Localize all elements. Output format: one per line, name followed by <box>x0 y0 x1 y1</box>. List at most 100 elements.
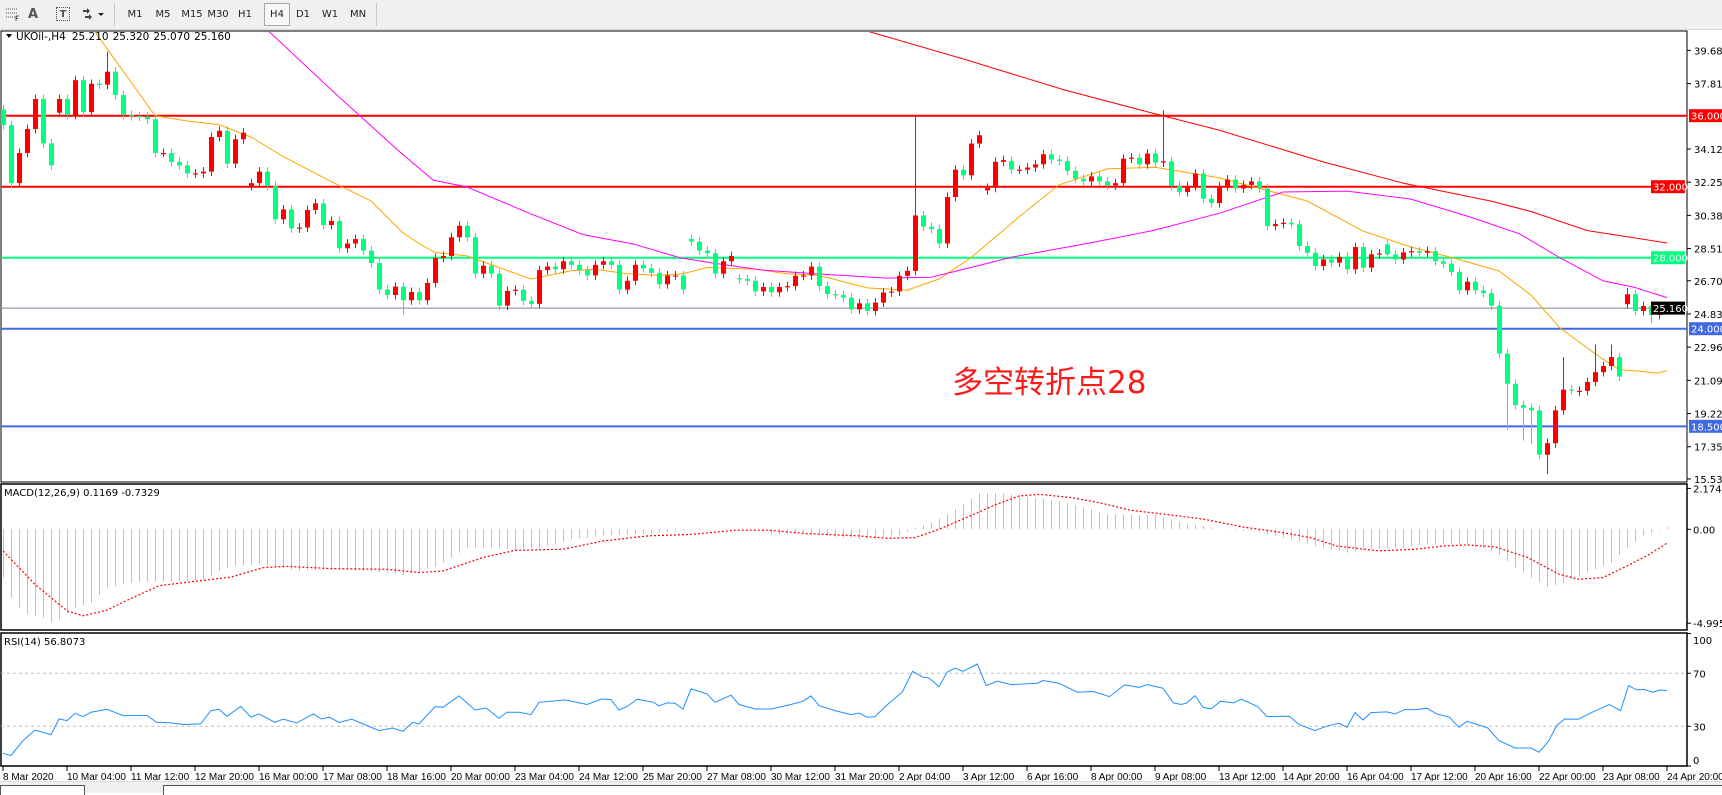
candle[interactable] <box>1353 242 1358 274</box>
candle[interactable] <box>209 132 214 177</box>
candle[interactable] <box>545 262 550 275</box>
candle[interactable] <box>729 251 734 266</box>
chart-tab-active[interactable] <box>163 785 1722 795</box>
candle[interactable] <box>1105 176 1110 190</box>
candle[interactable] <box>1385 239 1390 259</box>
candle[interactable] <box>177 157 182 170</box>
candle[interactable] <box>137 111 142 122</box>
candle[interactable] <box>57 94 62 118</box>
candle[interactable] <box>577 260 582 275</box>
candle[interactable] <box>273 181 278 224</box>
collapse-triangle-icon[interactable] <box>6 34 12 38</box>
candle[interactable] <box>1249 176 1254 190</box>
candle[interactable] <box>625 276 630 295</box>
candle[interactable] <box>233 134 238 169</box>
candle[interactable] <box>737 273 742 284</box>
candle[interactable] <box>1025 163 1030 175</box>
candle[interactable] <box>393 282 398 300</box>
candle[interactable] <box>297 223 302 233</box>
candle[interactable] <box>225 126 230 169</box>
candle[interactable] <box>817 262 822 291</box>
candle[interactable] <box>1065 156 1070 176</box>
candle[interactable] <box>1465 277 1470 295</box>
candle[interactable] <box>1561 357 1566 415</box>
candle[interactable] <box>745 274 750 286</box>
candle[interactable] <box>713 248 718 279</box>
candle[interactable] <box>1001 155 1006 167</box>
candle[interactable] <box>465 221 470 242</box>
candle[interactable] <box>1217 181 1222 208</box>
candle[interactable] <box>785 281 790 292</box>
candle[interactable] <box>937 224 942 248</box>
candle[interactable] <box>201 167 206 178</box>
candle[interactable] <box>1081 174 1086 186</box>
candle[interactable] <box>313 198 318 215</box>
candle[interactable] <box>905 266 910 281</box>
candle[interactable] <box>1521 400 1526 441</box>
candle[interactable] <box>689 234 694 247</box>
candle[interactable] <box>169 148 174 167</box>
candle[interactable] <box>1329 255 1334 268</box>
candle[interactable] <box>1377 249 1382 259</box>
candle[interactable] <box>969 139 974 180</box>
candle[interactable] <box>449 232 454 261</box>
candle[interactable] <box>1137 153 1142 169</box>
candle[interactable] <box>473 232 478 279</box>
candle[interactable] <box>857 298 862 314</box>
candle[interactable] <box>809 262 814 280</box>
timeframe-h1[interactable]: H1 <box>238 9 252 20</box>
candle[interactable] <box>65 94 70 120</box>
candle[interactable] <box>1457 267 1462 295</box>
candle[interactable] <box>1585 377 1590 396</box>
candle[interactable] <box>1129 153 1134 164</box>
text-box-icon[interactable]: T <box>52 4 74 24</box>
candle[interactable] <box>249 178 254 191</box>
candle[interactable] <box>1369 249 1374 273</box>
candle[interactable] <box>889 286 894 297</box>
candle[interactable] <box>1481 285 1486 298</box>
candle[interactable] <box>1177 181 1182 197</box>
candle[interactable] <box>305 205 310 232</box>
candle[interactable] <box>601 256 606 270</box>
timeframe-h4[interactable]: H4 <box>264 3 290 26</box>
candle[interactable] <box>953 165 958 202</box>
candle[interactable] <box>1257 176 1262 193</box>
candle[interactable] <box>1433 246 1438 266</box>
candle[interactable] <box>1577 386 1582 397</box>
candle[interactable] <box>1041 149 1046 169</box>
candle[interactable] <box>1617 352 1622 382</box>
candle[interactable] <box>1321 255 1326 271</box>
candle[interactable] <box>441 251 446 263</box>
macd-panel[interactable] <box>0 483 1688 631</box>
candle[interactable] <box>1297 219 1302 251</box>
candle[interactable] <box>73 75 78 120</box>
candle[interactable] <box>185 160 190 178</box>
candle[interactable] <box>801 271 806 281</box>
candle[interactable] <box>1529 403 1534 445</box>
candle[interactable] <box>41 94 46 148</box>
candle[interactable] <box>833 289 838 300</box>
candle[interactable] <box>1625 287 1630 309</box>
candle[interactable] <box>1265 184 1270 231</box>
candle[interactable] <box>1193 169 1198 191</box>
candle[interactable] <box>825 281 830 299</box>
candle[interactable] <box>633 260 638 286</box>
candle[interactable] <box>1201 169 1206 204</box>
candle[interactable] <box>241 128 246 144</box>
candle[interactable] <box>385 285 390 300</box>
candle[interactable] <box>265 167 270 191</box>
candle[interactable] <box>1345 252 1350 274</box>
candle[interactable] <box>649 263 654 278</box>
candle[interactable] <box>377 258 382 295</box>
candle[interactable] <box>777 282 782 297</box>
candle[interactable] <box>985 183 990 195</box>
candle[interactable] <box>1553 405 1558 448</box>
candle[interactable] <box>561 256 566 274</box>
candle[interactable] <box>1073 166 1078 184</box>
candle[interactable] <box>9 120 14 188</box>
candle[interactable] <box>1169 156 1174 191</box>
candle[interactable] <box>1097 171 1102 186</box>
candle[interactable] <box>369 246 374 268</box>
candle[interactable] <box>113 67 118 100</box>
